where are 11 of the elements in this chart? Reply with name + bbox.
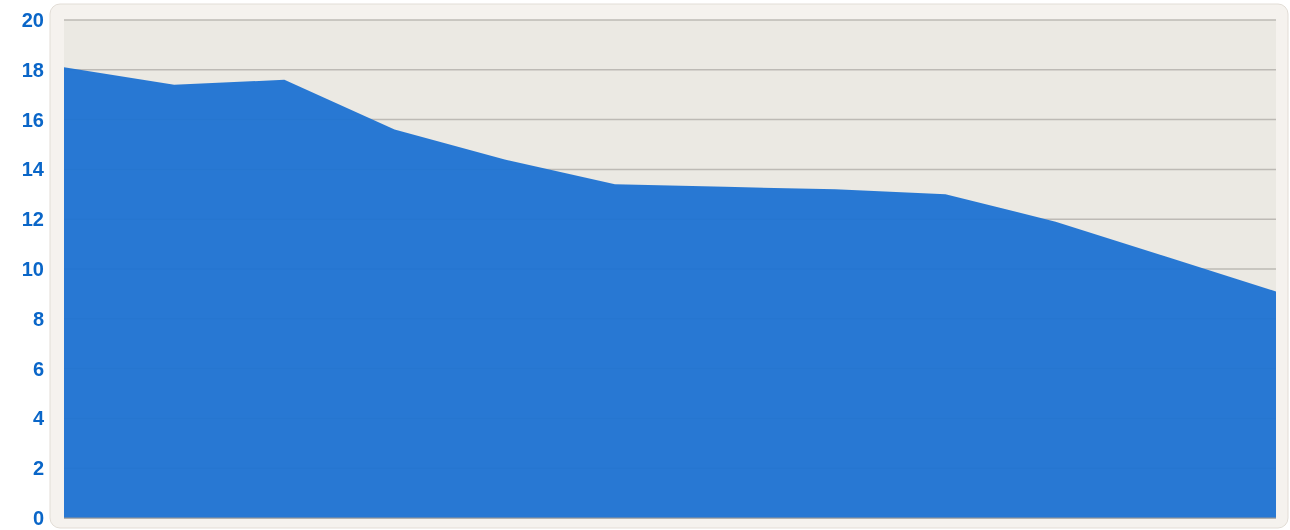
y-tick-label: 4 — [32, 407, 45, 430]
y-tick-label: 10 — [21, 258, 44, 280]
y-tick-label: 12 — [21, 208, 44, 231]
y-tick-label: 14 — [21, 158, 45, 181]
y-tick-label: 20 — [21, 9, 44, 31]
y-tick-label: 8 — [32, 307, 44, 330]
y-tick-label: 2 — [32, 457, 44, 480]
y-tick-label: 6 — [32, 357, 44, 380]
y-tick-label: 0 — [32, 507, 44, 529]
y-tick-label: 16 — [21, 108, 44, 131]
y-tick-label: 18 — [21, 58, 44, 81]
